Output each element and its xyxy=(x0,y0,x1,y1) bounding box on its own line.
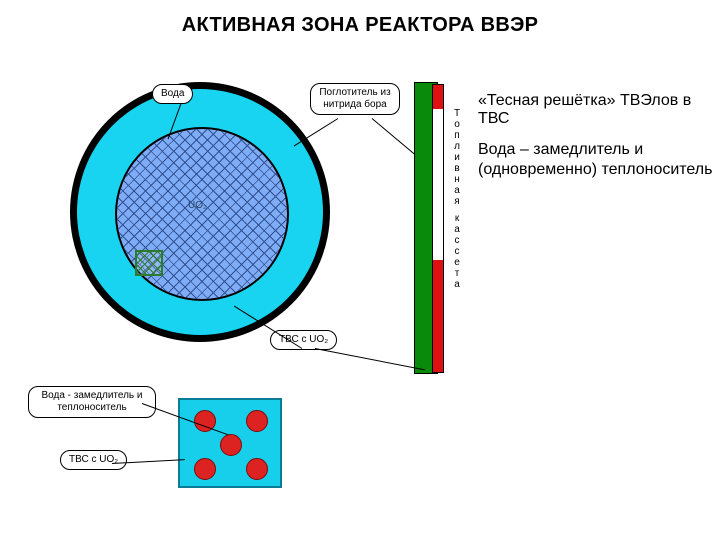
fuel-pellet xyxy=(194,458,216,480)
callout-tbc-uo2: ТВС с UO₂ xyxy=(270,330,337,350)
callout-tbc-uo2-2: ТВС с UO₂ xyxy=(60,450,127,470)
fuel-pellet xyxy=(246,458,268,480)
note-water-moderator: Вода – замедлитель и (одновременно) тепл… xyxy=(478,140,713,180)
fuel-pellet xyxy=(220,434,242,456)
callout-pointer xyxy=(372,118,416,155)
fuel-rod-red-bottom xyxy=(432,260,444,373)
page-title: АКТИВНАЯ ЗОНА РЕАКТОРА ВВЭР xyxy=(0,14,720,37)
fuel-rod-vertical-label: Топливная кассета xyxy=(452,108,462,290)
callout-water: Вода xyxy=(152,84,193,104)
fuel-rod-red-top xyxy=(432,84,444,109)
note-tight-lattice: «Тесная решётка» ТВЭлов в ТВС xyxy=(478,92,720,128)
callout-moderator: Вода - замедлитель и теплоноситель xyxy=(28,386,156,418)
fuel-pellet xyxy=(246,410,268,432)
callout-pointer xyxy=(315,348,425,370)
core-uo2-label: UO₂ xyxy=(188,200,207,211)
core-highlight-cell xyxy=(135,250,163,276)
callout-absorber: Поглотитель из нитрида бора xyxy=(310,83,400,115)
fuel-rod-gap xyxy=(432,108,444,260)
